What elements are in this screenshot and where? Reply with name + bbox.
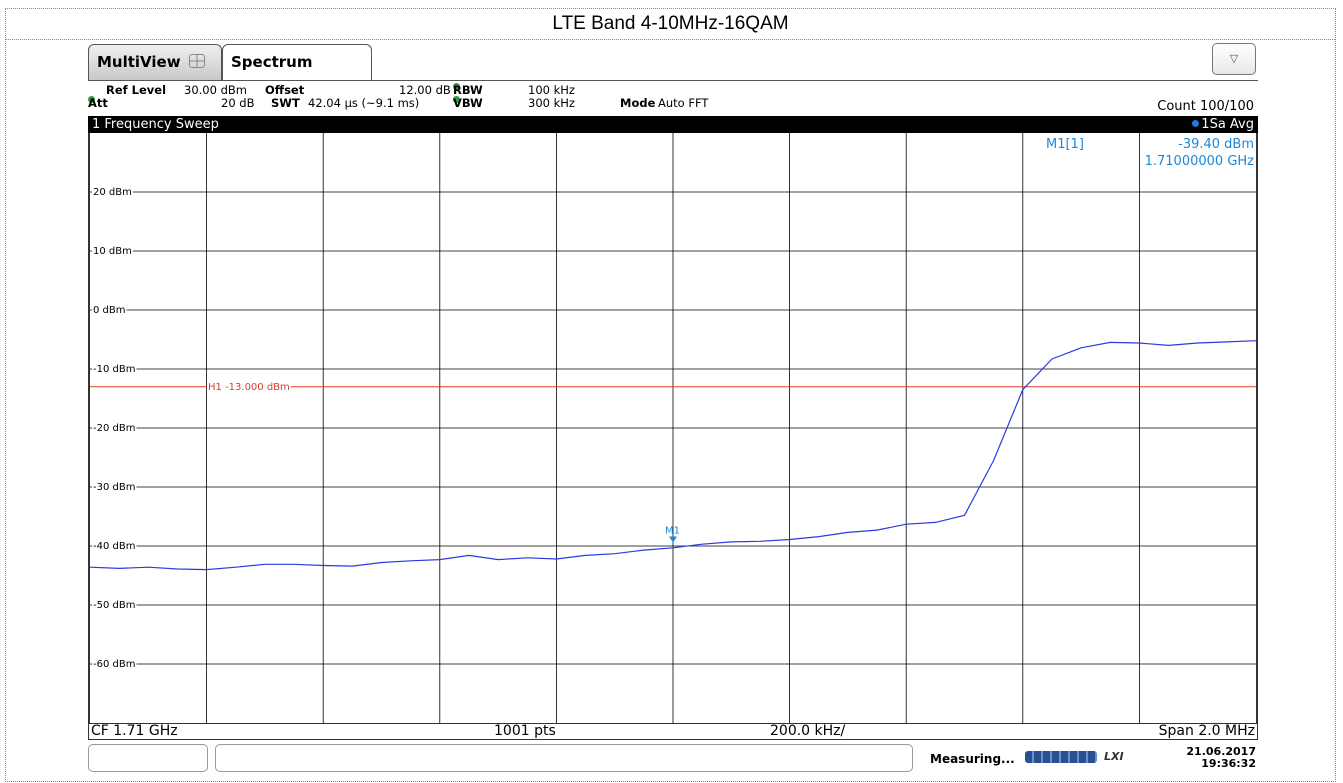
swt-value: 42.04 µs (~9.1 ms) [308,96,420,110]
y-tick-label: -20 dBm [93,423,135,434]
sweep-title-bar: 1 Frequency Sweep 1Sa Avg [88,116,1258,133]
ref-level-value: 30.00 dBm [184,83,247,97]
status-bar: Measuring... LXI 21.06.2017 19:36:32 [88,742,1258,774]
y-tick-label: 0 dBm [93,305,126,316]
lxi-icon: LXI [1104,750,1124,763]
grid-icon [188,54,205,68]
limit-line-label: H1 -13.000 dBm [208,382,290,393]
measuring-status: Measuring... [930,752,1015,766]
offset-value: 12.00 dB [399,83,451,97]
progress-bar [1025,751,1097,763]
y-tick-label: 10 dBm [93,246,132,257]
rbw-label: RBW [453,83,483,97]
settings-header: Ref Level 30.00 dBm Att 20 dB Offset 12.… [88,80,1258,117]
trace-dot-icon [1192,120,1200,127]
y-tick-label-bg [92,187,133,198]
y-tick-label: -30 dBm [93,482,135,493]
status-dot-icon [453,83,460,90]
spectrum-chart[interactable]: 20 dBm 10 dBm 0 dBm -10 dBm -20 dBm -30 dBm -4… [88,133,1258,723]
status-dot-icon [453,96,460,103]
y-tick-label-bg [92,305,127,316]
y-tick-label-bg [92,659,137,670]
tab-spectrum[interactable]: Spectrum [222,44,372,80]
y-tick-label: -10 dBm [93,364,135,375]
div-setting: 200.0 kHz/ [770,723,846,739]
marker-m1-triangle[interactable] [669,536,677,543]
y-tick-label-bg [92,364,137,375]
date-time: 21.06.2017 19:36:32 [1186,746,1256,770]
tab-multiview[interactable]: MultiView [88,44,222,80]
y-tick-label-bg [92,541,137,552]
limit-label-bg [207,382,291,394]
vbw-value: 300 kHz [528,96,575,110]
marker-level-readout: -39.40 dBm [1178,137,1254,152]
att-label: Att [88,96,108,110]
y-tick-label-bg [92,600,137,611]
y-tick-label: -50 dBm [93,600,135,611]
y-tick-label: -60 dBm [93,659,135,670]
grid [90,133,1256,723]
swt-label: SWT [271,96,300,110]
vbw-label: VBW [453,96,483,110]
chevron-down-icon: ▽ [1229,52,1239,65]
span-setting: Span 2.0 MHz [1158,723,1255,739]
status-dot-icon [88,96,95,103]
marker-m1-tag: M1 [665,525,680,536]
y-axis-ticks: 20 dBm 10 dBm 0 dBm -10 dBm -20 dBm -30 dBm -4… [92,187,137,670]
offset-label: Offset [265,83,305,97]
mode-label: Mode [620,96,656,110]
window-title: LTE Band 4-10MHz-16QAM [6,9,1335,40]
trace-line [90,340,1256,571]
tab-multiview-label: MultiView [97,53,181,71]
sweep-points: 1001 pts [494,723,556,739]
marker-id-label: M1[1] [1046,137,1084,152]
att-value: 20 dB [221,96,255,110]
tab-bar: MultiView Spectrum [88,44,1258,80]
y-tick-label-bg [92,423,137,434]
count-readout: Count 100/100 [1157,99,1254,114]
y-tick-label: 20 dBm [93,187,132,198]
window-frame [5,8,1336,782]
ref-level-label: Ref Level [106,83,167,97]
status-input-box[interactable] [88,744,208,772]
center-frequency: CF 1.71 GHz [91,723,178,739]
trace-indicator: 1Sa Avg [1192,116,1254,133]
y-tick-label-bg [92,482,137,493]
trace-label: 1Sa Avg [1201,117,1254,132]
tab-spectrum-label: Spectrum [231,53,313,71]
y-tick-label: -40 dBm [93,541,135,552]
date: 21.06.2017 [1186,745,1256,758]
sweep-title: 1 Frequency Sweep [92,117,219,132]
window-dropdown-button[interactable]: ▽ [1212,43,1256,75]
spectrum-plot: 20 dBm 10 dBm 0 dBm -10 dBm -20 dBm -30 dBm -4… [90,133,1256,723]
status-message-box [215,744,913,772]
mode-value: Auto FFT [658,96,709,110]
y-tick-label-bg [92,246,133,257]
time: 19:36:32 [1201,757,1256,770]
marker-freq-readout: 1.71000000 GHz [1144,154,1254,169]
frequency-axis-bar: CF 1.71 GHz 1001 pts 200.0 kHz/ Span 2.0… [88,723,1258,740]
rbw-value: 100 kHz [528,83,575,97]
